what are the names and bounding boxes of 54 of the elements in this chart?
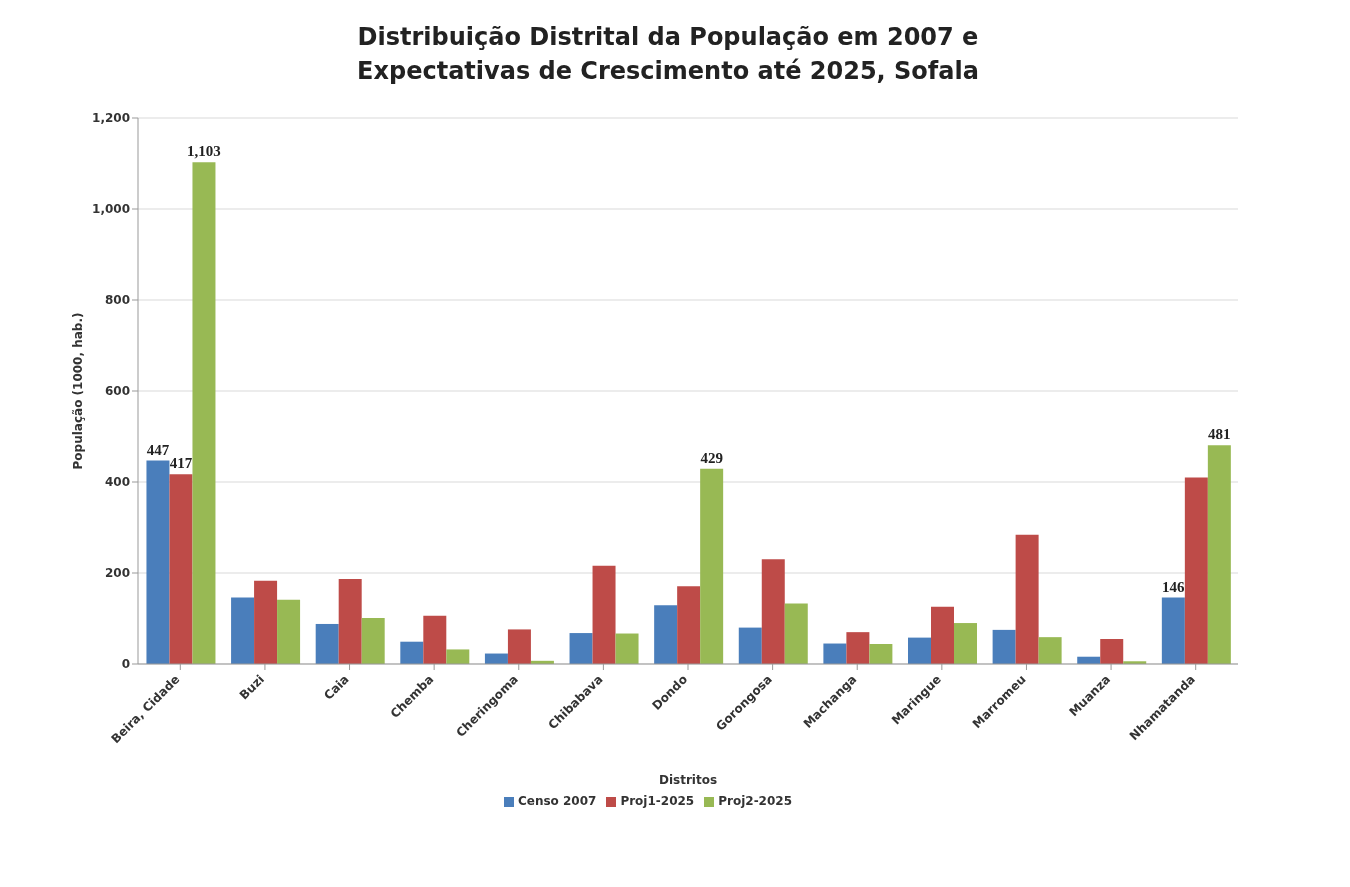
bar xyxy=(738,627,762,664)
bar xyxy=(315,623,339,664)
y-tick-label: 1,000 xyxy=(92,202,130,217)
data-label: 417 xyxy=(169,455,193,472)
y-axis-title: População (1000, hab.) xyxy=(71,312,86,470)
bar xyxy=(615,633,639,664)
bar xyxy=(1184,477,1208,664)
bar xyxy=(677,586,701,664)
data-label: 1,103 xyxy=(187,143,221,160)
data-label: 447 xyxy=(146,441,170,458)
x-axis-title: Distritos xyxy=(658,773,718,787)
legend-label: Proj2-2025 xyxy=(718,794,793,808)
bar xyxy=(338,578,362,664)
y-tick-label: 400 xyxy=(104,475,130,490)
bar xyxy=(400,641,424,664)
bar xyxy=(254,580,278,664)
bar xyxy=(146,460,170,664)
bar xyxy=(908,637,931,664)
data-label: 481 xyxy=(1208,426,1231,443)
bar xyxy=(361,618,385,664)
bar xyxy=(1015,534,1039,664)
bar xyxy=(869,643,893,664)
data-label: 146 xyxy=(1162,578,1186,595)
data-label: 429 xyxy=(700,449,723,466)
bar xyxy=(231,597,255,664)
y-tick-label: 800 xyxy=(104,293,130,308)
bar xyxy=(654,605,678,664)
legend-label: Proj1-2025 xyxy=(620,794,695,808)
bar xyxy=(1161,597,1185,664)
bar xyxy=(592,565,616,664)
bar xyxy=(569,633,593,664)
bar xyxy=(954,623,977,664)
bar xyxy=(446,649,470,664)
bar xyxy=(823,643,847,664)
y-tick-label: 600 xyxy=(104,384,130,399)
y-tick-label: 0 xyxy=(121,657,130,672)
y-tick-label: 200 xyxy=(104,566,130,581)
y-tick-label: 1,200 xyxy=(92,111,130,126)
bar xyxy=(846,632,870,664)
legend-label: Censo 2007 xyxy=(517,794,597,808)
bar xyxy=(1207,445,1231,664)
bar xyxy=(1100,638,1124,664)
bar xyxy=(931,606,954,664)
chart-title: Distribuição Distrital da População em 2007 e Expectativas de Crescimento até 2025, Sofala xyxy=(356,22,980,87)
bar xyxy=(1038,637,1062,664)
bar xyxy=(507,629,531,664)
bar xyxy=(992,629,1016,664)
bar xyxy=(277,599,301,664)
bar xyxy=(700,468,724,664)
bar xyxy=(784,603,808,664)
bar xyxy=(761,559,785,664)
bar xyxy=(423,615,447,664)
bar xyxy=(192,162,216,664)
bar xyxy=(169,474,193,664)
